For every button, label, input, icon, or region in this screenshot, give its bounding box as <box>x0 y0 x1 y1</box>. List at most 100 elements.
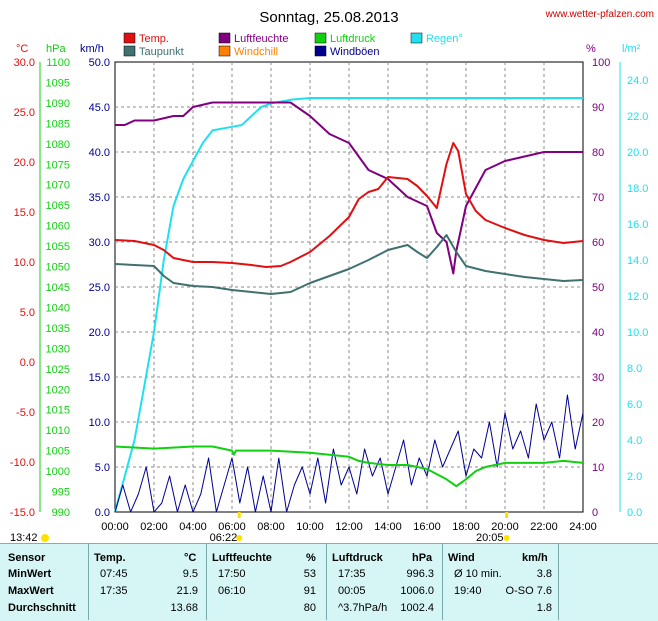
series-line-pressure <box>114 445 584 488</box>
table-row: MaxWert 17:35 21.9 06:10 91 00:05 1006.0 19:40 O… <box>0 585 658 601</box>
table-cell-p-time: 17:35 <box>338 568 366 580</box>
tick-label-kmh: 50.0 <box>89 57 110 69</box>
tick-label-hpa: 1090 <box>46 98 70 110</box>
tick-label-percent: 30 <box>592 372 604 384</box>
tick-label-percent: 100 <box>592 57 610 69</box>
table-cell-h-val: 91 <box>303 585 316 597</box>
table-cell-h-time: 06:10 <box>218 585 246 597</box>
table-cell-p-val: 1006.0 <box>400 585 434 597</box>
table-cell-w-val: 3.8 <box>536 568 552 580</box>
sunrise-time: 06:22 <box>210 532 238 543</box>
tick-label-rain: 4.0 <box>627 435 642 447</box>
tick-label-time: 10:00 <box>296 521 324 533</box>
header-humidity: Luftfeuchte <box>212 552 272 564</box>
tick-label-hpa: 1050 <box>46 262 70 274</box>
tick-label-hpa: 1035 <box>46 323 70 335</box>
table-divider <box>206 543 207 620</box>
table-divider <box>88 543 89 620</box>
tick-label-kmh: 30.0 <box>89 237 110 249</box>
tick-label-time: 06:00 <box>218 521 246 533</box>
tick-label-time: 22:00 <box>530 521 558 533</box>
tick-label-kmh: 40.0 <box>89 147 110 159</box>
tick-label-hpa: 1095 <box>46 77 70 89</box>
tick-label-rain: 0.0 <box>627 507 642 519</box>
tick-label-celsius: 5.0 <box>20 307 35 319</box>
series-line-temp <box>114 142 584 268</box>
table-cell-t-val: 9.5 <box>182 568 198 580</box>
tick-label-hpa: 1015 <box>46 405 70 417</box>
tick-label-hpa: 1060 <box>46 221 70 233</box>
series-line-humidity <box>115 101 583 275</box>
tick-label-hpa: 995 <box>52 487 70 499</box>
tick-label-celsius: 20.0 <box>14 157 35 169</box>
tick-label-time: 08:00 <box>257 521 285 533</box>
table-cell-label: MinWert <box>8 568 52 580</box>
legend-swatch-temp <box>123 32 136 44</box>
tick-label-hpa: 1025 <box>46 364 70 376</box>
tick-label-hpa: 1065 <box>46 200 70 212</box>
tick-label-hpa: 1075 <box>46 159 70 171</box>
tick-label-celsius: 10.0 <box>14 257 35 269</box>
tick-label-kmh: 25.0 <box>89 282 110 294</box>
table-row: MinWert 07:45 9.5 17:50 53 17:35 996.3 Ø 10 min… <box>0 568 658 584</box>
tick-label-percent: 10 <box>592 462 604 474</box>
legend-swatch-windchill <box>218 45 231 57</box>
header-sensor: Sensor <box>8 552 46 564</box>
header-temp: Temp. <box>94 552 126 564</box>
tick-label-time: 18:00 <box>452 521 480 533</box>
tick-label-kmh: 15.0 <box>89 372 110 384</box>
tick-label-hpa: 1080 <box>46 139 70 151</box>
table-cell-p-time: ^3.7hPa/h <box>338 602 388 614</box>
tick-label-percent: 0 <box>592 507 598 519</box>
tick-label-hpa: 1030 <box>46 343 70 355</box>
tick-label-hpa: 1070 <box>46 180 70 192</box>
daylight-duration: 13:42 <box>10 532 38 543</box>
tick-label-celsius: 15.0 <box>14 207 35 219</box>
tick-label-rain: 2.0 <box>627 471 642 483</box>
tick-label-percent: 70 <box>592 192 604 204</box>
tick-label-rain: 24.0 <box>627 75 648 87</box>
tick-label-percent: 50 <box>592 282 604 294</box>
site-label: www.wetter-pfalzen.com <box>545 9 654 20</box>
statistics-table: Sensor Temp. °C Luftfeuchte % Luftdruck … <box>0 543 658 621</box>
tick-label-time: 16:00 <box>413 521 441 533</box>
series-line-gusts <box>114 394 584 513</box>
table-cell-t-val: 21.9 <box>176 585 198 597</box>
tick-label-kmh: 5.0 <box>95 462 110 474</box>
sunset-time: 20:05 <box>476 532 504 543</box>
tick-label-hpa: 1085 <box>46 118 70 130</box>
table-cell-p-val: 996.3 <box>406 568 434 580</box>
tick-label-kmh: 35.0 <box>89 192 110 204</box>
legend-label-gusts: Windböen <box>330 46 380 58</box>
tick-label-hpa: 1005 <box>46 446 70 458</box>
sunrise-marker-icon <box>236 535 243 541</box>
axis-unit-percent: % <box>586 43 596 55</box>
tick-label-rain: 12.0 <box>627 291 648 303</box>
header-pressure-unit: hPa <box>412 552 433 564</box>
tick-label-time: 04:00 <box>179 521 207 533</box>
tick-label-celsius: -10.0 <box>10 457 35 469</box>
tick-label-percent: 40 <box>592 327 604 339</box>
legend-label-dewpoint: Taupunkt <box>139 46 184 58</box>
header-wind: Wind <box>448 552 475 564</box>
legend-label-rain: Regen° <box>426 33 463 45</box>
tick-label-percent: 80 <box>592 147 604 159</box>
table-cell-w-time: 19:40 <box>454 585 482 597</box>
tick-label-hpa: 990 <box>52 507 70 519</box>
table-divider <box>326 543 327 620</box>
tick-label-celsius: 30.0 <box>14 57 35 69</box>
table-cell-h-time: 17:50 <box>218 568 246 580</box>
tick-label-rain: 6.0 <box>627 399 642 411</box>
axis-unit-lm2: l/m² <box>622 43 641 55</box>
table-cell-label: MaxWert <box>8 585 54 597</box>
sun-icon <box>41 534 49 542</box>
tick-label-rain: 10.0 <box>627 327 648 339</box>
tick-label-celsius: 25.0 <box>14 107 35 119</box>
tick-label-time: 14:00 <box>374 521 402 533</box>
tick-label-hpa: 1000 <box>46 466 70 478</box>
table-divider <box>442 543 443 620</box>
legend-swatch-dewpoint <box>123 45 136 57</box>
sunset-marker-icon <box>503 535 510 541</box>
table-header-row: Sensor Temp. °C Luftfeuchte % Luftdruck … <box>0 552 658 568</box>
tick-label-rain: 20.0 <box>627 147 648 159</box>
